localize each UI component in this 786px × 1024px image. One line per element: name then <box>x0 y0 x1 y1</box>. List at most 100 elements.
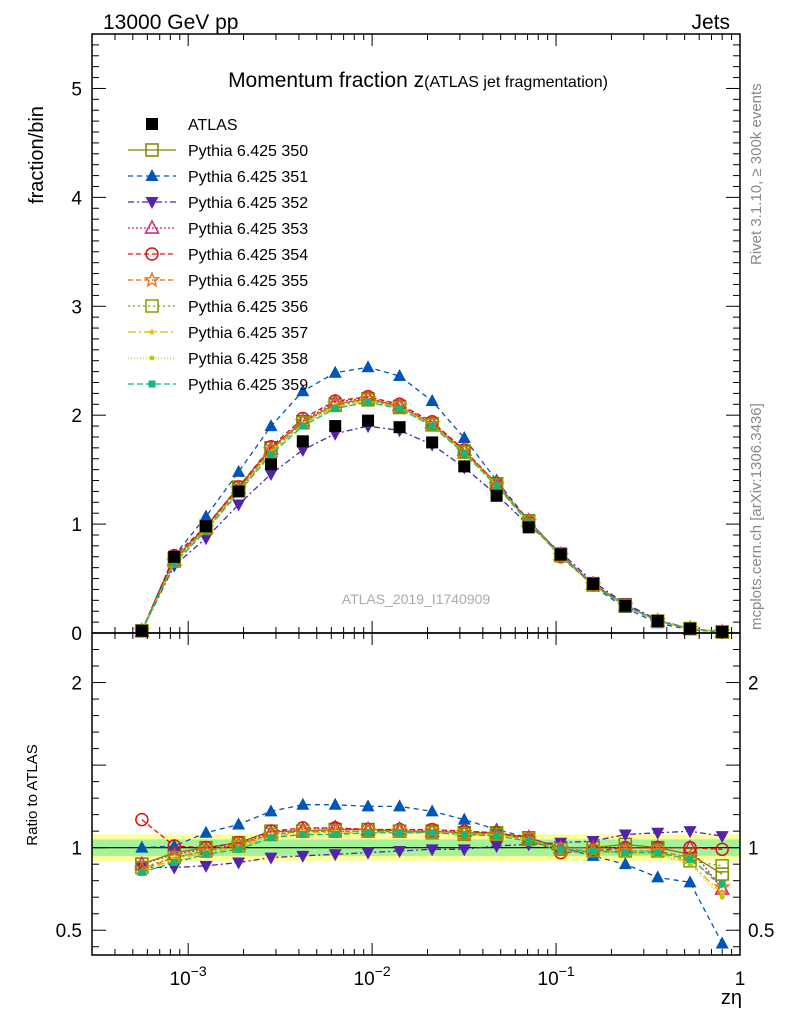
legend-label-pythia-6-425-356: Pythia 6.425 356 <box>188 299 308 316</box>
main-point-atlas <box>651 615 664 628</box>
header-energy-label: 13000 GeV pp <box>103 11 238 34</box>
ratio-panel-ticks: 10−3 10−2 10−1 10.5 0.51 12 2 <box>56 633 774 990</box>
legend-marker-pythia-6-425-353 <box>144 219 160 234</box>
ratio-point-pythia-6-425-356 <box>392 824 407 838</box>
ratio-point-pythia-6-425-352 <box>296 850 310 863</box>
ratio-point-pythia-6-425-356 <box>715 859 729 873</box>
ratio-panel-series <box>133 797 731 949</box>
legend-entry-pythia-6-425-353: Pythia 6.425 353 <box>128 219 308 238</box>
legend-label-atlas: ATLAS <box>188 117 238 134</box>
main-point-pythia-6-425-359 <box>364 398 372 406</box>
rivet-version-label: Rivet 3.1.10, ≥ 300k events <box>748 83 765 265</box>
ratio-point-pythia-6-425-352 <box>393 845 407 858</box>
ratio-point-pythia-6-425-359 <box>557 845 565 853</box>
ratio-ytick-label-right: 1 <box>748 839 759 860</box>
ratio-series-pythia-6-425-359 <box>138 829 726 888</box>
main-series-atlas <box>135 414 729 638</box>
main-point-pythia-6-425-359 <box>299 422 307 430</box>
ratio-point-pythia-6-425-359 <box>460 830 468 838</box>
legend: ATLAS Pythia 6.425 350 Pythia 6.425 351 Pyt… <box>128 117 308 394</box>
analysis-watermark: ATLAS_2019_I1740909 <box>342 591 491 607</box>
ratio-ytick-label-left: 0.5 <box>56 921 82 942</box>
main-point-atlas <box>264 458 277 471</box>
main-point-atlas <box>716 625 729 638</box>
ratio-point-pythia-6-425-356 <box>650 844 665 858</box>
ratio-point-pythia-6-425-351 <box>393 799 407 812</box>
ratio-panel-xlabel: zη <box>721 987 742 1009</box>
ratio-point-pythia-6-425-351 <box>361 799 375 812</box>
main-point-pythia-6-425-351 <box>393 368 407 381</box>
main-point-atlas <box>232 485 245 498</box>
main-point-pythia-6-425-359 <box>396 405 404 413</box>
chart-title-main: Momentum fraction z <box>228 69 424 92</box>
ratio-ytick-label-left: 2 <box>71 674 82 695</box>
main-point-pythia-6-425-351 <box>232 464 246 477</box>
main-point-atlas <box>684 622 697 635</box>
legend-marker-pythia-6-425-351 <box>145 169 159 181</box>
legend-entry-pythia-6-425-355: Pythia 6.425 355 <box>128 271 308 290</box>
legend-label-pythia-6-425-351: Pythia 6.425 351 <box>188 169 308 186</box>
ratio-point-pythia-6-425-352 <box>328 849 342 862</box>
main-point-pythia-6-425-351 <box>199 509 213 522</box>
ratio-panel-ylabel: Ratio to ATLAS <box>24 744 41 845</box>
main-point-atlas <box>426 436 439 449</box>
main-ytick-label: 1 <box>71 515 82 536</box>
ratio-point-pythia-6-425-359 <box>331 830 339 838</box>
ratio-point-pythia-6-425-359 <box>686 855 694 863</box>
header-process-label: Jets <box>691 11 730 34</box>
ratio-series-pythia-6-425-351 <box>135 797 729 949</box>
main-ytick-label: 2 <box>71 406 82 427</box>
ratio-point-pythia-6-425-351 <box>232 817 246 830</box>
ratio-point-pythia-6-425-358 <box>719 894 725 900</box>
ratio-point-pythia-6-425-357 <box>718 889 726 898</box>
legend-entry-pythia-6-425-352: Pythia 6.425 352 <box>128 195 308 212</box>
ratio-point-pythia-6-425-359 <box>396 829 404 837</box>
main-point-atlas <box>296 435 309 448</box>
ratio-point-pythia-6-425-351 <box>328 797 342 810</box>
main-point-atlas <box>554 548 567 561</box>
ratio-point-pythia-6-425-352 <box>199 860 213 873</box>
ratio-point-pythia-6-425-352 <box>361 847 375 860</box>
xtick-label-exponent: −1 <box>559 963 575 979</box>
main-ytick-label: 0 <box>71 624 82 645</box>
ratio-point-pythia-6-425-359 <box>138 868 146 876</box>
main-panel-ticks: 0 1 2 3 4 5 <box>71 33 741 645</box>
xtick-label-base: 10 <box>354 969 375 990</box>
ratio-point-pythia-6-425-352 <box>618 829 632 842</box>
ratio-point-pythia-6-425-351 <box>135 840 149 853</box>
xtick-label-base: 10 <box>538 969 559 990</box>
main-panel-ylabel: fraction/bin <box>26 106 48 204</box>
legend-marker-atlas <box>146 118 158 130</box>
ratio-point-pythia-6-425-351 <box>264 804 278 817</box>
legend-label-pythia-6-425-355: Pythia 6.425 355 <box>188 273 308 290</box>
legend-label-pythia-6-425-359: Pythia 6.425 359 <box>188 377 308 394</box>
legend-marker-pythia-6-425-357 <box>148 328 156 336</box>
main-point-pythia-6-425-352 <box>199 533 213 546</box>
legend-entry-pythia-6-425-357: Pythia 6.425 357 <box>128 325 308 342</box>
main-point-pythia-6-425-359 <box>331 405 339 413</box>
ratio-point-pythia-6-425-359 <box>525 837 533 845</box>
main-point-atlas <box>393 421 406 434</box>
xtick-label-base: 10 <box>170 969 191 990</box>
ratio-point-pythia-6-425-352 <box>232 857 246 870</box>
ratio-point-pythia-6-425-352 <box>651 827 665 840</box>
ratio-point-pythia-6-425-352 <box>457 844 471 857</box>
main-point-pythia-6-425-359 <box>428 422 436 430</box>
ratio-point-pythia-6-425-353 <box>682 839 698 854</box>
legend-marker-pythia-6-425-358 <box>149 355 155 361</box>
ratio-point-pythia-6-425-356 <box>618 844 633 858</box>
ratio-ytick-label-right: 0.5 <box>748 921 774 942</box>
chart-title-suffix: (ATLAS jet fragmentation) <box>424 74 608 91</box>
ratio-point-pythia-6-425-351 <box>425 804 439 817</box>
ratio-point-pythia-6-425-359 <box>493 832 501 840</box>
ratio-point-pythia-6-425-351 <box>651 870 665 883</box>
main-point-pythia-6-425-351 <box>296 384 310 397</box>
ratio-point-pythia-6-425-352 <box>490 841 504 854</box>
main-point-pythia-6-425-351 <box>425 394 439 407</box>
xtick-label: 10−2 <box>354 963 391 990</box>
main-point-atlas <box>329 420 342 433</box>
main-point-pythia-6-425-351 <box>328 365 342 378</box>
ratio-point-pythia-6-425-352 <box>425 844 439 857</box>
main-point-pythia-6-425-351 <box>361 360 375 373</box>
